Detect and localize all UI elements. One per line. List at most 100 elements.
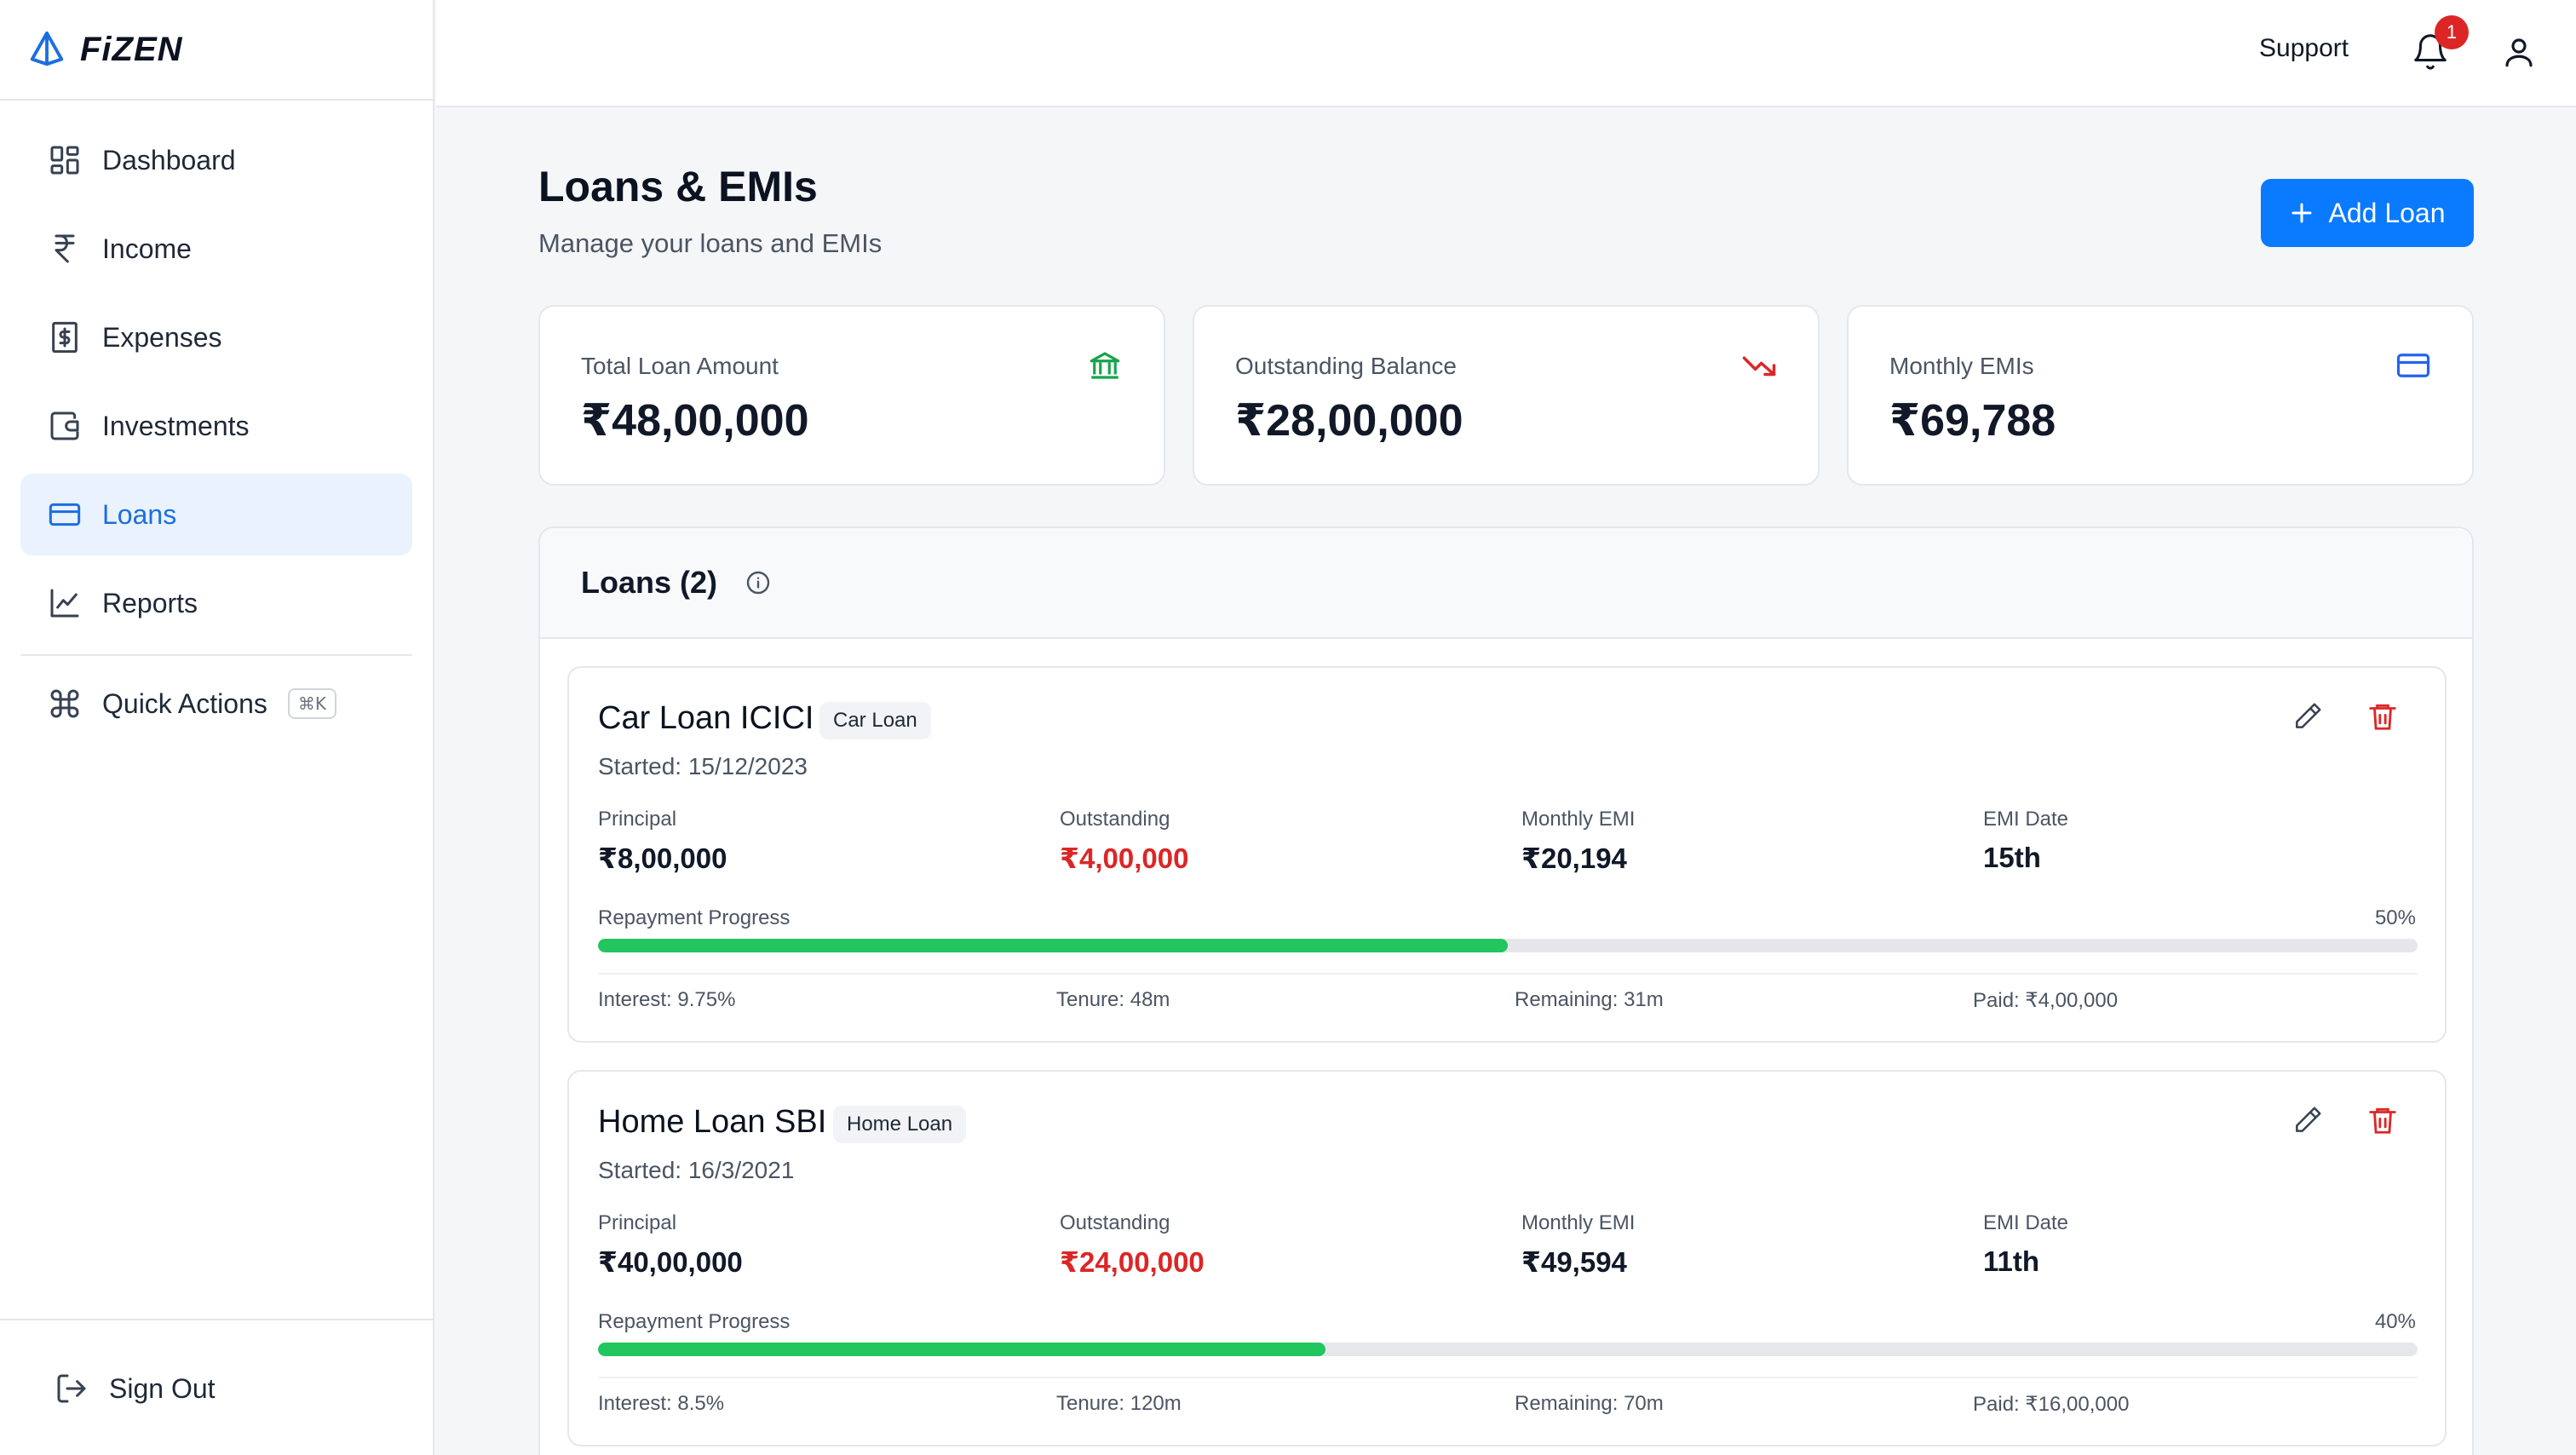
- metric-value: 15th: [1983, 842, 2041, 873]
- card-divider: [598, 1377, 2418, 1378]
- brand-name: FiZEN: [80, 30, 183, 68]
- sidebar-item-label: Dashboard: [102, 144, 236, 175]
- sidebar-item-income[interactable]: Income: [20, 208, 412, 290]
- line-chart-icon: [50, 589, 79, 618]
- loan-name: Home Loan SBI: [598, 1104, 827, 1140]
- logout-icon: [57, 1374, 86, 1403]
- metric-principal: Principal ₹8,00,000: [598, 808, 727, 875]
- loans-panel-title: Loans (2): [581, 565, 718, 600]
- trash-icon[interactable]: [2366, 1104, 2399, 1136]
- metric-value: ₹8,00,000: [598, 843, 727, 874]
- info-icon[interactable]: [745, 569, 772, 596]
- loan-interest: Interest: 9.75%: [598, 988, 736, 1011]
- stat-card-monthly-emi: Monthly EMIs ₹69,788: [1847, 305, 2474, 486]
- sidebar-nav: Dashboard Income Expenses Investments Lo…: [0, 101, 433, 739]
- progress-fill: [598, 1343, 1326, 1356]
- loan-interest: Interest: 8.5%: [598, 1392, 725, 1415]
- metric-principal: Principal ₹40,00,000: [598, 1211, 743, 1279]
- metric-outstanding: Outstanding ₹24,00,000: [1060, 1211, 1205, 1279]
- add-loan-button[interactable]: Add Loan: [2261, 179, 2474, 247]
- plus-icon: [2291, 203, 2312, 223]
- quick-actions-label: Quick Actions: [102, 687, 267, 719]
- credit-card-icon: [49, 503, 81, 526]
- metric-label: Outstanding: [1060, 808, 1170, 831]
- user-icon[interactable]: [2501, 34, 2537, 70]
- sidebar-item-label: Income: [102, 233, 192, 264]
- metric-value: ₹49,594: [1521, 1246, 1627, 1278]
- metric-value: ₹40,00,000: [598, 1246, 743, 1278]
- metric-label: EMI Date: [1983, 1211, 2069, 1234]
- sidebar-item-label: Investments: [102, 410, 250, 441]
- metric-label: Monthly EMI: [1521, 1211, 1636, 1234]
- metric-monthly-emi: Monthly EMI ₹49,594: [1521, 1211, 1635, 1279]
- stat-value: ₹48,00,000: [581, 396, 809, 446]
- progress-label: Repayment Progress: [598, 1310, 791, 1333]
- sidebar-item-expenses[interactable]: Expenses: [20, 296, 412, 378]
- progress-label: Repayment Progress: [598, 906, 791, 929]
- sidebar: FiZEN Dashboard Income Expenses Investme…: [0, 0, 434, 1455]
- bank-icon: [1090, 352, 1120, 379]
- support-link[interactable]: Support: [2259, 34, 2349, 62]
- sidebar-item-label: Expenses: [102, 321, 222, 353]
- progress-track: [598, 1343, 2418, 1356]
- stat-label: Monthly EMIs: [1889, 353, 2034, 379]
- command-icon: [50, 689, 79, 718]
- bell-icon[interactable]: [2411, 32, 2450, 72]
- sidebar-item-investments[interactable]: Investments: [20, 385, 412, 467]
- loan-remaining: Remaining: 31m: [1515, 988, 1664, 1011]
- rupee-icon: [55, 234, 75, 263]
- loan-start-date: Started: 16/3/2021: [598, 1157, 795, 1183]
- wallet-icon: [50, 411, 79, 440]
- stat-value: ₹69,788: [1889, 396, 2056, 446]
- progress-percent: 50%: [2374, 906, 2416, 929]
- dashboard-icon: [50, 146, 79, 175]
- metric-value: ₹24,00,000: [1060, 1246, 1205, 1278]
- sidebar-item-reports[interactable]: Reports: [20, 562, 412, 644]
- stat-value: ₹28,00,000: [1235, 396, 1463, 446]
- page-title: Loans & EMIs: [538, 163, 818, 210]
- stat-label: Outstanding Balance: [1235, 353, 1457, 379]
- sidebar-item-label: Loans: [102, 498, 177, 530]
- progress-track: [598, 939, 2418, 952]
- logo[interactable]: FiZEN: [0, 0, 433, 101]
- metric-value: ₹4,00,000: [1060, 843, 1189, 874]
- shortcut-badge: ⌘K: [287, 688, 336, 719]
- page-subtitle: Manage your loans and EMIs: [538, 228, 883, 258]
- loan-paid: Paid: ₹16,00,000: [1973, 1393, 2130, 1416]
- trash-icon[interactable]: [2366, 700, 2399, 733]
- notification-badge: 1: [2435, 15, 2469, 49]
- loan-type-badge: Home Loan: [833, 1106, 967, 1143]
- stat-card-outstanding: Outstanding Balance ₹28,00,000: [1193, 305, 1820, 486]
- nav-divider: [20, 654, 412, 656]
- metric-label: Outstanding: [1060, 1211, 1170, 1234]
- receipt-icon: [52, 321, 78, 354]
- loan-type-badge: Car Loan: [819, 702, 931, 739]
- loan-remaining: Remaining: 70m: [1515, 1392, 1664, 1415]
- trend-down-icon: [1742, 356, 1776, 377]
- sidebar-item-dashboard[interactable]: Dashboard: [20, 119, 412, 201]
- loan-tenure: Tenure: 48m: [1056, 988, 1170, 1011]
- loans-panel-header: Loans (2): [540, 528, 2472, 639]
- loan-paid: Paid: ₹4,00,000: [1973, 989, 2119, 1012]
- edit-icon[interactable]: [2291, 1104, 2324, 1136]
- edit-icon[interactable]: [2291, 700, 2324, 733]
- sidebar-footer: Sign Out: [0, 1319, 433, 1455]
- stat-label: Total Loan Amount: [581, 353, 779, 379]
- sign-out-button[interactable]: Sign Out: [20, 1348, 412, 1429]
- loan-start-date: Started: 15/12/2023: [598, 753, 808, 779]
- metric-emi-date: EMI Date 15th: [1983, 808, 2068, 874]
- metric-label: EMI Date: [1983, 808, 2069, 831]
- loan-card: Car Loan ICICI Car Loan Started: 15/12/2…: [567, 666, 2447, 1043]
- sidebar-item-label: Reports: [102, 587, 198, 618]
- progress-percent: 40%: [2374, 1310, 2416, 1333]
- metric-monthly-emi: Monthly EMI ₹20,194: [1521, 808, 1635, 875]
- sidebar-item-loans[interactable]: Loans: [20, 474, 412, 555]
- quick-actions-button[interactable]: Quick Actions ⌘K: [20, 668, 412, 739]
- metric-emi-date: EMI Date 11th: [1983, 1211, 2068, 1278]
- metric-value: 11th: [1983, 1245, 2040, 1277]
- sign-out-label: Sign Out: [109, 1372, 216, 1404]
- top-bar: [436, 0, 2576, 107]
- progress-fill: [598, 939, 1508, 952]
- metric-value: ₹20,194: [1521, 843, 1627, 874]
- metric-label: Principal: [598, 808, 677, 831]
